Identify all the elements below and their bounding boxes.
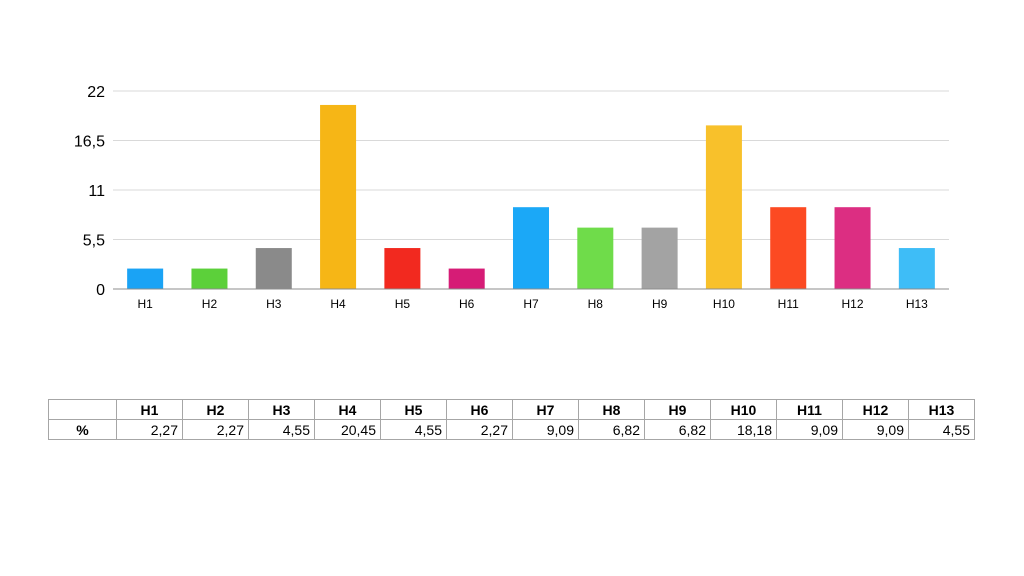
bar-h3 bbox=[255, 248, 292, 289]
table-value-h6: 2,27 bbox=[446, 419, 513, 440]
x-tick-label: H11 bbox=[778, 297, 799, 311]
x-tick-label: H13 bbox=[906, 297, 928, 311]
x-tick-label: H4 bbox=[330, 297, 346, 311]
y-axis-tick-labels: 0 5,5 11 16,5 22 bbox=[74, 84, 105, 299]
table-header-h3: H3 bbox=[248, 399, 315, 420]
x-tick-label: H5 bbox=[395, 297, 411, 311]
table-value-h13: 4,55 bbox=[908, 419, 975, 440]
table-value-h4: 20,45 bbox=[314, 419, 381, 440]
table-header-h13: H13 bbox=[908, 399, 975, 420]
bar-h5 bbox=[384, 248, 421, 289]
table-value-h9: 6,82 bbox=[644, 419, 711, 440]
table-header-h4: H4 bbox=[314, 399, 381, 420]
table-header-h6: H6 bbox=[446, 399, 513, 420]
bar-h4 bbox=[320, 104, 357, 289]
bar-h8 bbox=[577, 227, 614, 289]
table-value-h1: 2,27 bbox=[116, 419, 183, 440]
x-tick-label: H1 bbox=[137, 297, 153, 311]
bar-h13 bbox=[898, 248, 935, 289]
bars bbox=[127, 104, 935, 289]
x-tick-label: H8 bbox=[588, 297, 604, 311]
x-tick-label: H9 bbox=[652, 297, 668, 311]
y-tick-label: 11 bbox=[88, 183, 105, 200]
bar-h2 bbox=[191, 268, 228, 289]
y-tick-label: 22 bbox=[87, 84, 105, 101]
x-tick-label: H2 bbox=[202, 297, 218, 311]
bar-h9 bbox=[641, 227, 678, 289]
x-tick-label: H12 bbox=[842, 297, 864, 311]
table-value-h11: 9,09 bbox=[776, 419, 843, 440]
y-tick-label: 5,5 bbox=[83, 233, 105, 250]
y-tick-label: 16,5 bbox=[74, 134, 105, 151]
table-value-h8: 6,82 bbox=[578, 419, 645, 440]
table-header-row: H1 H2 H3 H4 H5 H6 H7 H8 H9 H10 H11 H12 H13 bbox=[48, 399, 975, 420]
table-header-h8: H8 bbox=[578, 399, 645, 420]
table-header-h11: H11 bbox=[776, 399, 843, 420]
table-header-h9: H9 bbox=[644, 399, 711, 420]
bar-h10 bbox=[705, 125, 742, 289]
bar-chart: 0 5,5 11 16,5 22 H1 H2 H3 H4 H5 H6 H7 H8 H9 H10 H11 H12… bbox=[74, 84, 949, 311]
table-header-h7: H7 bbox=[512, 399, 579, 420]
bar-h1 bbox=[127, 268, 164, 289]
bar-h6 bbox=[448, 268, 485, 289]
table-header-h1: H1 bbox=[116, 399, 183, 420]
bar-h12 bbox=[834, 207, 871, 289]
y-tick-label: 0 bbox=[96, 282, 105, 299]
table-value-h10: 18,18 bbox=[710, 419, 777, 440]
table-header-h5: H5 bbox=[380, 399, 447, 420]
x-tick-label: H7 bbox=[523, 297, 539, 311]
bar-h11 bbox=[770, 207, 807, 289]
bar-h7 bbox=[512, 207, 550, 289]
x-axis-tick-labels: H1 H2 H3 H4 H5 H6 H7 H8 H9 H10 H11 H12 H13 bbox=[137, 297, 928, 311]
table-header-h10: H10 bbox=[710, 399, 777, 420]
x-tick-label: H3 bbox=[266, 297, 282, 311]
table-corner-cell bbox=[48, 399, 117, 420]
table-value-h5: 4,55 bbox=[380, 419, 447, 440]
table-value-h12: 9,09 bbox=[842, 419, 909, 440]
table-value-h7: 9,09 bbox=[512, 419, 579, 440]
table-value-h3: 4,55 bbox=[248, 419, 315, 440]
table-header-h12: H12 bbox=[842, 399, 909, 420]
table-value-h2: 2,27 bbox=[182, 419, 249, 440]
table-value-row: % 2,27 2,27 4,55 20,45 4,55 2,27 9,09 6,82 6,82 1… bbox=[48, 419, 975, 440]
table-row-label: % bbox=[48, 419, 117, 440]
data-table: H1 H2 H3 H4 H5 H6 H7 H8 H9 H10 H11 H12 H13 % 2,27 2,2… bbox=[48, 399, 975, 440]
x-tick-label: H10 bbox=[713, 297, 735, 311]
x-tick-label: H6 bbox=[459, 297, 475, 311]
table-header-h2: H2 bbox=[182, 399, 249, 420]
